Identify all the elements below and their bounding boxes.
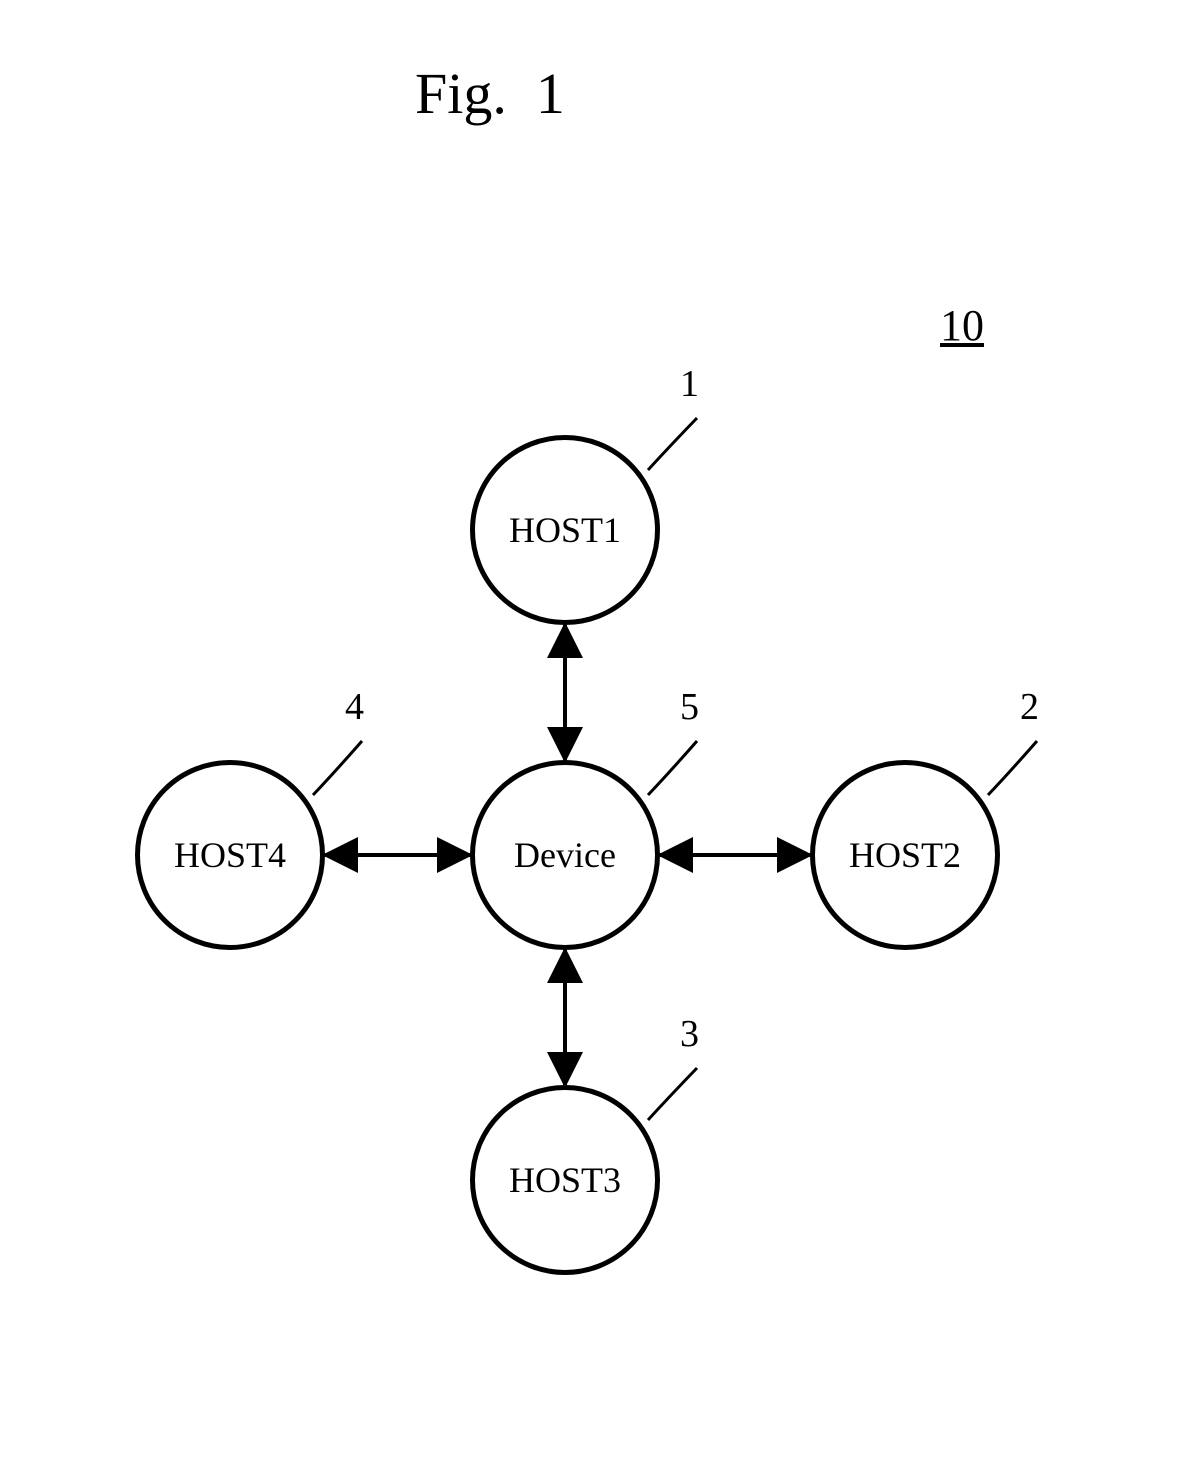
node-number-device: 5 bbox=[680, 685, 699, 729]
figure-title: Fig. 1 bbox=[415, 60, 565, 127]
figure-ref-number: 10 bbox=[940, 300, 984, 351]
node-label-host4: HOST4 bbox=[174, 834, 286, 876]
leader-line-device bbox=[648, 741, 697, 795]
node-number-host1: 1 bbox=[680, 362, 699, 406]
node-label-device: Device bbox=[514, 834, 616, 876]
node-device: Device bbox=[470, 760, 660, 950]
figure-page: Fig. 1 10 HOST1 HOST2 HOST3 HOST4 Device 1 2 3… bbox=[0, 0, 1190, 1467]
node-label-host3: HOST3 bbox=[509, 1159, 621, 1201]
node-number-host2: 2 bbox=[1020, 685, 1039, 729]
leader-line-host2 bbox=[988, 741, 1037, 795]
node-label-host1: HOST1 bbox=[509, 509, 621, 551]
node-label-host2: HOST2 bbox=[849, 834, 961, 876]
node-host1: HOST1 bbox=[470, 435, 660, 625]
node-number-host3: 3 bbox=[680, 1012, 699, 1056]
node-host3: HOST3 bbox=[470, 1085, 660, 1275]
node-host2: HOST2 bbox=[810, 760, 1000, 950]
node-number-host4: 4 bbox=[345, 685, 364, 729]
node-host4: HOST4 bbox=[135, 760, 325, 950]
leader-line-host1 bbox=[648, 418, 697, 470]
leader-line-host3 bbox=[648, 1068, 697, 1120]
leader-line-host4 bbox=[313, 741, 362, 795]
